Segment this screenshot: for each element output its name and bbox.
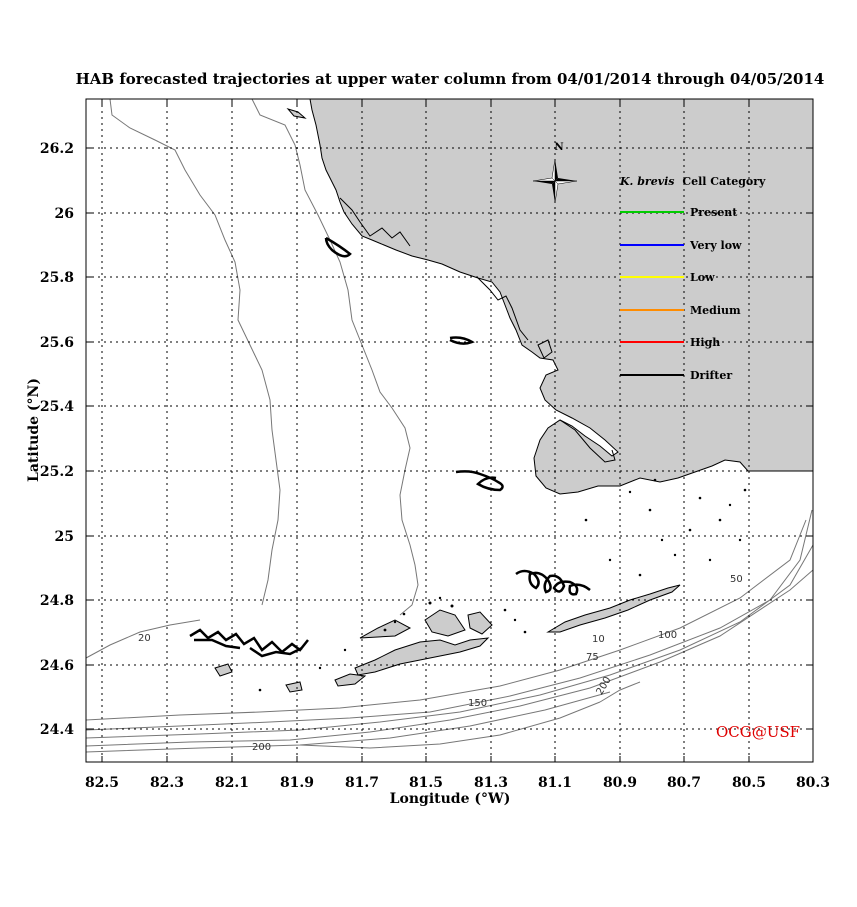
legend-title-category: Cell Category	[682, 175, 766, 188]
x-tick-label: 80.5	[732, 775, 766, 791]
legend-label-present: Present	[690, 206, 738, 219]
legend-title-species: K. brevis	[619, 175, 674, 188]
x-tick-label: 81.5	[409, 775, 443, 791]
contour-label-50: 50	[730, 574, 743, 585]
florida-keys	[214, 108, 681, 693]
credit-label: OCG@USF	[716, 723, 800, 741]
bathymetry-contours	[86, 99, 813, 753]
y-tick-label: 25.6	[40, 335, 74, 351]
y-tick-label: 24.6	[40, 658, 74, 674]
x-tick-label: 80.3	[796, 775, 830, 791]
contour-label-200b: 200	[252, 742, 271, 753]
contour-label-150: 150	[468, 698, 487, 709]
map-title: HAB forecasted trajectories at upper wat…	[76, 70, 825, 88]
compass-rose-icon: N	[532, 142, 578, 204]
x-tick-label: 81.7	[345, 775, 379, 791]
contour-label-75: 75	[586, 652, 599, 663]
x-tick-label: 81.1	[538, 775, 572, 791]
x-tick-label: 81.9	[280, 775, 314, 791]
contour-label-10: 10	[592, 634, 605, 645]
legend-label-high: High	[690, 336, 720, 349]
drifter-trajectories	[189, 236, 591, 658]
y-tick-label: 24.4	[40, 722, 74, 738]
plot-frame	[85, 98, 814, 763]
contour-label-100: 100	[658, 630, 677, 641]
y-tick-label: 25.2	[40, 464, 74, 480]
legend-title: K. brevis Cell Category	[619, 175, 766, 188]
legend-label-drifter: Drifter	[690, 369, 732, 382]
y-axis-label: Latitude (°N)	[26, 378, 42, 482]
x-tick-label: 82.3	[150, 775, 184, 791]
legend: K. brevis Cell Category Present Very low…	[619, 175, 766, 382]
y-tick-label: 24.8	[40, 593, 74, 609]
compass-north-label: N	[554, 142, 563, 153]
contour-label-20: 20	[138, 633, 151, 644]
y-tick-label: 25	[55, 529, 74, 545]
legend-label-low: Low	[690, 271, 715, 284]
legend-label-very-low: Very low	[689, 239, 742, 252]
y-tick-label: 26	[55, 206, 74, 222]
legend-label-medium: Medium	[690, 304, 741, 317]
x-axis-label: Longitude (°W)	[390, 791, 511, 807]
y-tick-label: 25.8	[40, 270, 74, 286]
grid-lines	[86, 99, 813, 762]
x-tick-label: 80.9	[603, 775, 637, 791]
tick-marks	[86, 99, 813, 762]
y-tick-label: 26.2	[40, 141, 74, 157]
x-tick-label: 82.5	[85, 775, 119, 791]
x-tick-label: 82.1	[215, 775, 249, 791]
x-tick-label: 81.3	[474, 775, 508, 791]
x-tick-label: 80.7	[667, 775, 701, 791]
land-mainland	[309, 99, 813, 495]
y-tick-label: 25.4	[40, 399, 74, 415]
small-islands	[258, 478, 747, 692]
